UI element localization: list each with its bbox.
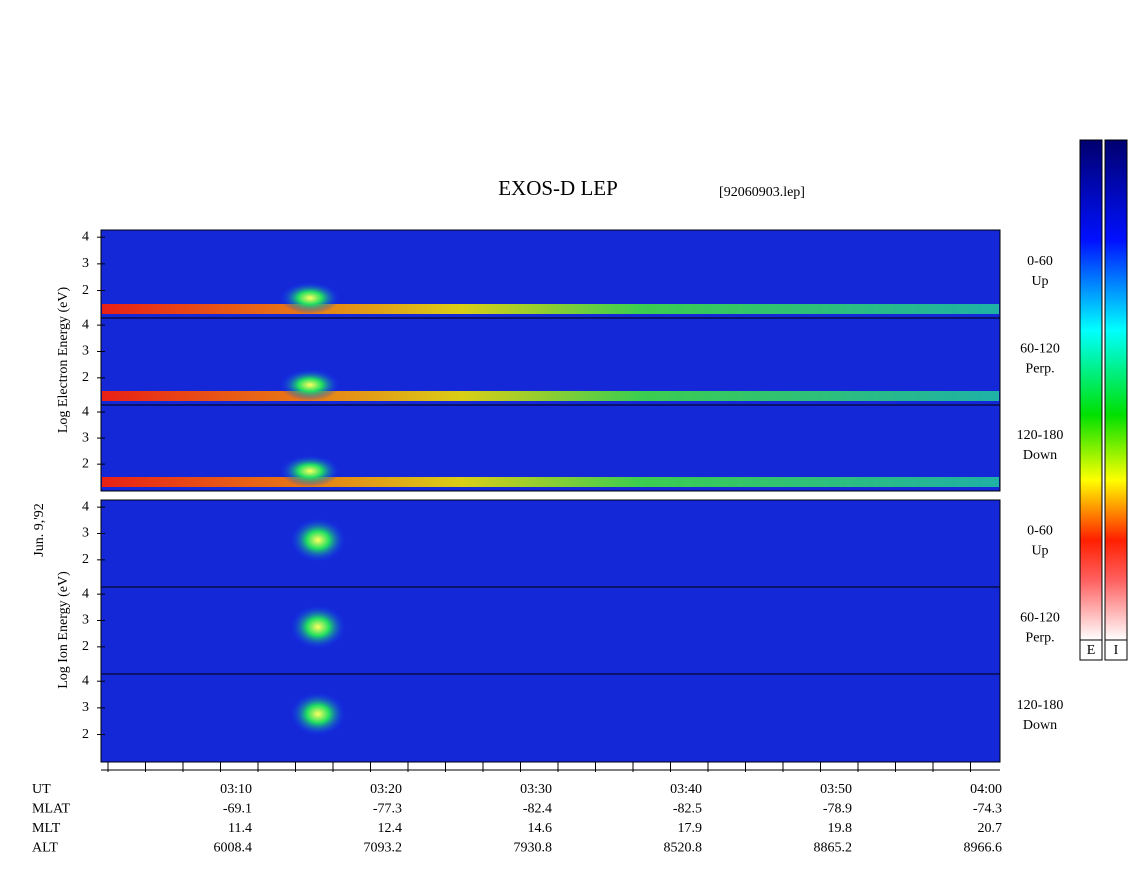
footer-value: 19.8 xyxy=(828,821,853,836)
colorbar-label: I xyxy=(1114,643,1119,658)
spectrogram-band xyxy=(102,477,999,487)
spectrogram-feature xyxy=(280,455,340,487)
spectrogram-panel xyxy=(100,673,1001,763)
spectrogram-feature xyxy=(280,282,340,314)
colorbar-i xyxy=(1104,139,1128,661)
channel-label: 60-120 xyxy=(1020,342,1060,357)
y-tick-label: 4 xyxy=(82,317,89,332)
footer-value: -77.3 xyxy=(373,802,402,817)
footer-value: 03:40 xyxy=(670,782,702,797)
title: EXOS-D LEP xyxy=(498,176,618,200)
spectrogram-feature xyxy=(290,692,346,736)
footer-row-label: MLT xyxy=(32,821,61,836)
footer-value: 6008.4 xyxy=(214,841,253,856)
channel-label: 60-120 xyxy=(1020,611,1060,626)
footer-value: 04:00 xyxy=(970,782,1002,797)
footer-row-label: MLAT xyxy=(32,802,71,817)
y-tick-label: 4 xyxy=(82,229,89,244)
footer-value: -82.5 xyxy=(673,802,702,817)
ion-axis-label: Log Ion Energy (eV) xyxy=(56,571,71,689)
date: Jun. 9,'92 xyxy=(32,503,47,556)
channel-sublabel: Up xyxy=(1031,274,1048,289)
spectrogram-panel xyxy=(100,586,1001,675)
colorbar-e xyxy=(1079,139,1103,661)
y-tick-label: 4 xyxy=(82,499,89,514)
y-tick-label: 4 xyxy=(82,586,89,601)
spectrogram-band xyxy=(102,391,999,401)
channel-label: 0-60 xyxy=(1027,524,1053,539)
y-tick-label: 2 xyxy=(82,283,89,298)
spectrogram-panel xyxy=(100,404,1001,492)
spectrogram-band xyxy=(102,304,999,314)
y-tick-label: 4 xyxy=(82,673,89,688)
footer-value: 14.6 xyxy=(528,821,553,836)
y-tick-label: 2 xyxy=(82,552,89,567)
footer-value: 7093.2 xyxy=(364,841,403,856)
spectrogram-feature xyxy=(290,518,346,562)
channel-sublabel: Up xyxy=(1031,544,1048,559)
footer-value: 17.9 xyxy=(678,821,703,836)
channel-label: 0-60 xyxy=(1027,254,1053,269)
y-tick-label: 3 xyxy=(82,344,89,359)
channel-sublabel: Down xyxy=(1023,718,1057,733)
y-tick-label: 2 xyxy=(82,456,89,471)
y-tick-label: 3 xyxy=(82,256,89,271)
y-tick-label: 4 xyxy=(82,404,89,419)
footer-row-label: ALT xyxy=(32,841,58,856)
footer-value: 7930.8 xyxy=(514,841,553,856)
y-tick-label: 2 xyxy=(82,727,89,742)
y-tick-label: 2 xyxy=(82,639,89,654)
footer-value: 8966.6 xyxy=(964,841,1003,856)
footer-value: -82.4 xyxy=(523,802,552,817)
channel-sublabel: Down xyxy=(1023,448,1057,463)
channel-label: 120-180 xyxy=(1017,428,1064,443)
y-tick-label: 3 xyxy=(82,526,89,541)
footer-value: 8520.8 xyxy=(664,841,703,856)
footer-row-label: UT xyxy=(32,782,51,797)
spectrogram-feature xyxy=(290,605,346,649)
channel-label: 120-180 xyxy=(1017,698,1064,713)
electron-axis-label: Log Electron Energy (eV) xyxy=(56,287,71,434)
y-tick-label: 3 xyxy=(82,613,89,628)
footer-value: 12.4 xyxy=(378,821,403,836)
footer-value: 03:20 xyxy=(370,782,402,797)
y-tick-label: 3 xyxy=(82,700,89,715)
y-tick-label: 2 xyxy=(82,370,89,385)
footer-value: 8865.2 xyxy=(814,841,853,856)
spectrogram-panel xyxy=(100,499,1001,588)
channel-sublabel: Perp. xyxy=(1025,631,1054,646)
footer-value: 03:50 xyxy=(820,782,852,797)
footer-value: -78.9 xyxy=(823,802,852,817)
footer-value: -69.1 xyxy=(223,802,252,817)
footer-value: 20.7 xyxy=(978,821,1003,836)
footer-value: 11.4 xyxy=(228,821,252,836)
channel-sublabel: Perp. xyxy=(1025,362,1054,377)
file-name: [92060903.lep] xyxy=(719,185,805,200)
spectrogram-feature xyxy=(280,369,340,401)
footer-value: 03:30 xyxy=(520,782,552,797)
y-tick-label: 3 xyxy=(82,430,89,445)
footer-value: 03:10 xyxy=(220,782,252,797)
footer-value: -74.3 xyxy=(973,802,1002,817)
colorbar-label: E xyxy=(1087,643,1096,658)
